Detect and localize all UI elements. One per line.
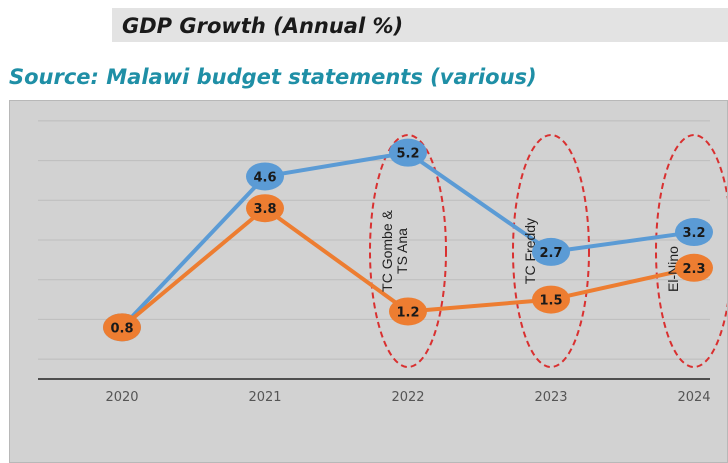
data-label: 3.2 <box>682 226 705 241</box>
data-point <box>675 218 713 247</box>
chart-title: GDP Growth (Annual %) <box>122 14 404 38</box>
data-label: 0.8 <box>110 321 133 336</box>
annotation-label: TC Gombe &TS Ana <box>379 210 410 292</box>
line-chart: 2020 2021 2022 2023 2024 TC Gombe &TS Ana TC F… <box>38 120 727 405</box>
data-label: 5.2 <box>396 147 419 162</box>
data-label: 1.5 <box>539 294 562 309</box>
data-point <box>389 297 427 326</box>
data-label: 3.8 <box>253 202 276 217</box>
chart-area: 2020 2021 2022 2023 2024 TC Gombe &TS Ana TC F… <box>9 100 728 463</box>
data-point <box>532 237 570 266</box>
data-point <box>389 138 427 167</box>
data-point <box>532 285 570 314</box>
annotation-ellipse <box>369 134 447 368</box>
data-point <box>103 313 141 342</box>
data-label: 4.6 <box>253 170 276 185</box>
x-tick-label: 2021 <box>248 390 281 405</box>
annotation-label: El-Nino <box>665 246 681 292</box>
data-label: 1.2 <box>396 305 419 320</box>
annotation-ellipse <box>512 134 590 368</box>
data-label: 2.7 <box>539 246 562 261</box>
x-tick-label: 2022 <box>391 390 424 405</box>
annotation-label: TC Freddy <box>522 218 538 284</box>
data-point <box>675 253 713 282</box>
x-tick-label: 2024 <box>677 390 710 405</box>
title-bar: GDP Growth (Annual %) <box>112 8 728 42</box>
x-tick-label: 2023 <box>534 390 567 405</box>
data-point <box>246 194 284 223</box>
data-point <box>246 162 284 191</box>
data-label: 2.3 <box>682 262 705 277</box>
source-note: Source: Malawi budget statements (variou… <box>9 65 537 89</box>
x-tick-label: 2020 <box>105 390 138 405</box>
